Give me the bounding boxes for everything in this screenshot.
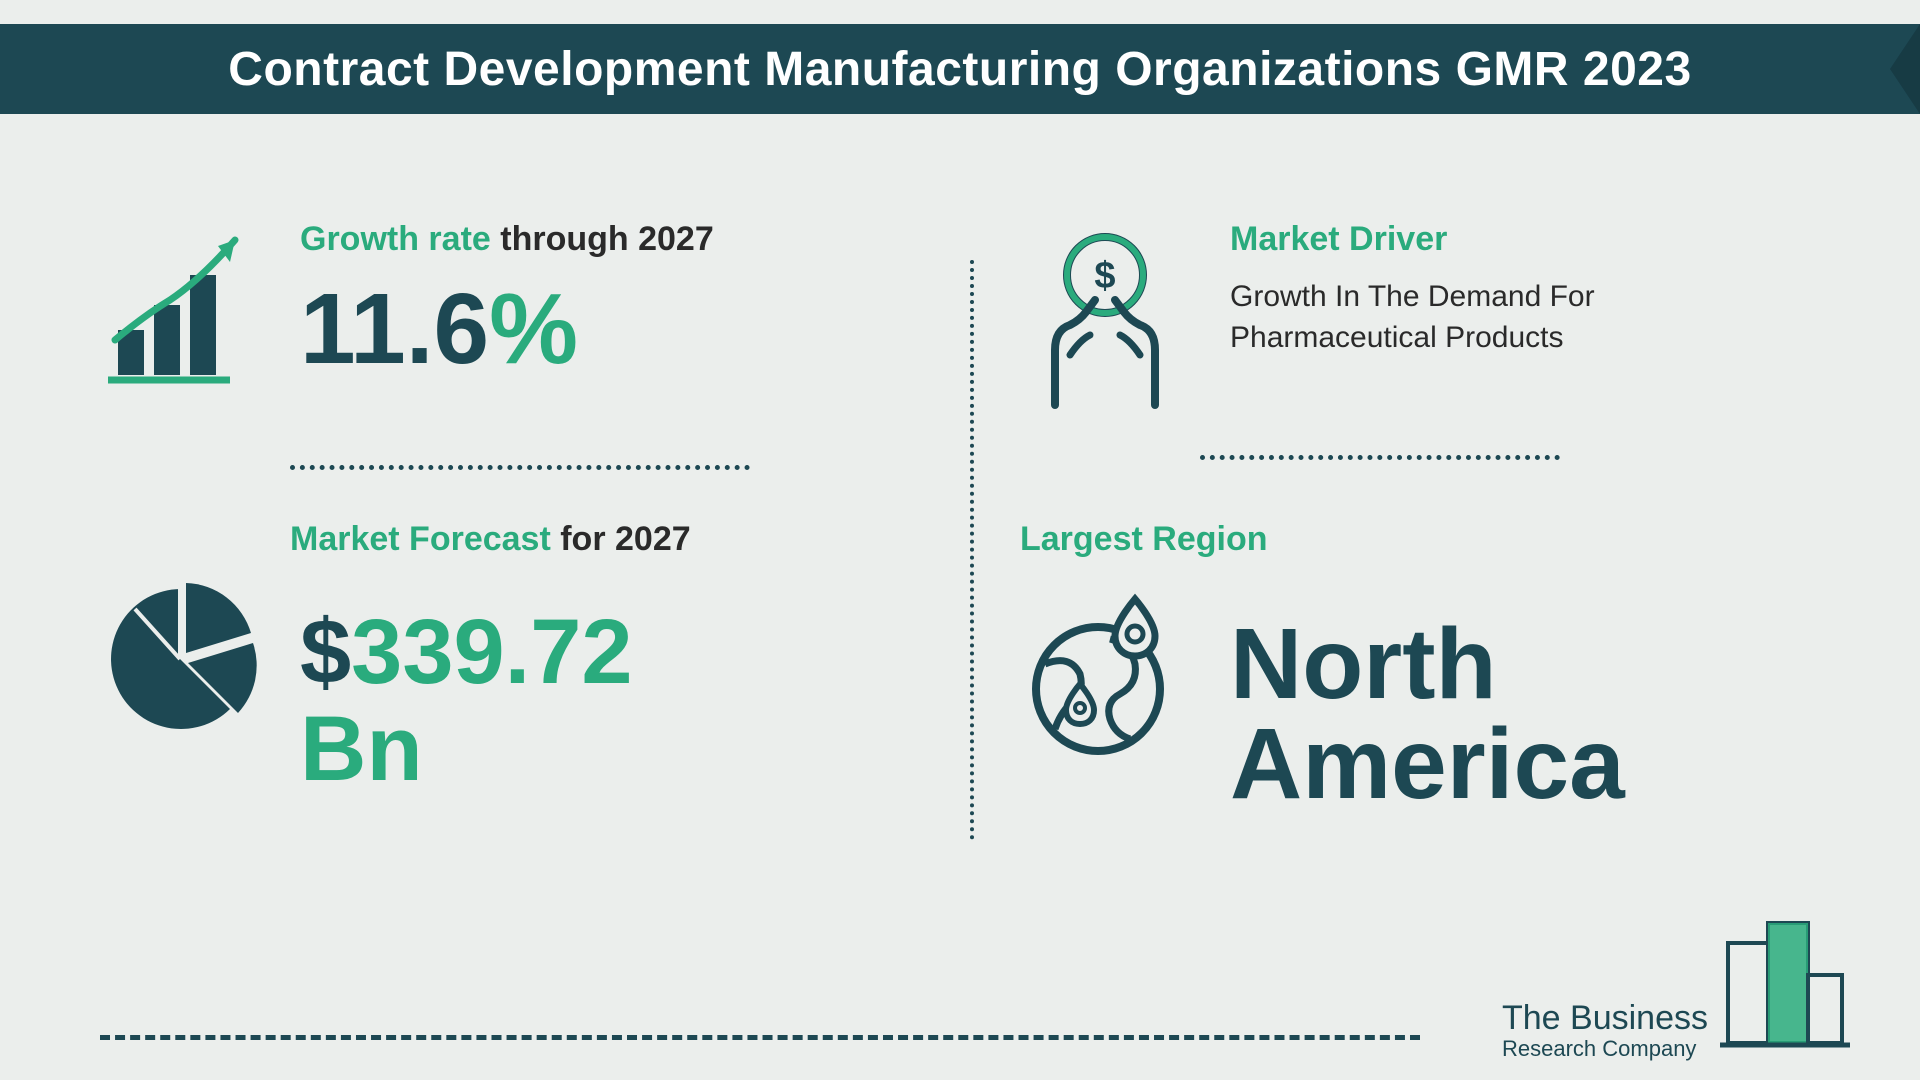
page-title: Contract Development Manufacturing Organ…	[228, 42, 1691, 97]
largest-region-section: Largest Region NorthAmerica	[1020, 520, 1800, 814]
hands-dollar-icon: $	[1020, 220, 1190, 415]
pie-chart-icon	[100, 579, 260, 744]
growth-rate-label: Growth rate through 2027	[300, 220, 880, 259]
header-bar: Contract Development Manufacturing Organ…	[0, 24, 1920, 114]
company-logo: The Business Research Company	[1502, 915, 1850, 1060]
market-driver-label: Market Driver	[1230, 220, 1800, 259]
growth-rate-unit: %	[489, 273, 578, 385]
market-forecast-label-rest: for 2027	[560, 520, 690, 558]
h-divider-tr	[1200, 455, 1560, 460]
growth-rate-number: 11.6	[300, 273, 489, 385]
logo-line2: Research Company	[1502, 1037, 1708, 1060]
market-driver-label-text: Market Driver	[1230, 220, 1447, 258]
content-area: Growth rate through 2027 11.6% $	[100, 160, 1820, 1000]
largest-region-label-text: Largest Region	[1020, 520, 1267, 558]
market-forecast-section: Market Forecast for 2027 $339.72Bn	[100, 520, 880, 797]
forecast-unit: Bn	[300, 698, 423, 800]
market-forecast-value: $339.72Bn	[300, 604, 880, 797]
building-bars-icon	[1720, 915, 1850, 1060]
forecast-number: 339.72	[351, 601, 632, 703]
largest-region-label: Largest Region	[1020, 520, 1800, 559]
largest-region-value: NorthAmerica	[1230, 614, 1800, 814]
market-forecast-label-strong: Market Forecast	[290, 520, 551, 558]
growth-rate-label-rest: through 2027	[500, 220, 713, 258]
h-divider-tl	[290, 465, 750, 470]
header-arrow-decor	[1890, 24, 1920, 114]
bottom-dash-divider	[100, 1035, 1420, 1040]
vertical-divider	[970, 260, 974, 840]
growth-rate-value: 11.6%	[300, 279, 880, 379]
growth-chart-icon	[100, 220, 260, 405]
logo-line1: The Business	[1502, 1001, 1708, 1037]
globe-pins-icon	[1020, 584, 1190, 769]
forecast-currency: $	[300, 601, 351, 703]
region-line1: North	[1230, 608, 1497, 720]
growth-rate-label-strong: Growth rate	[300, 220, 491, 258]
growth-rate-section: Growth rate through 2027 11.6%	[100, 220, 880, 470]
svg-text:$: $	[1094, 255, 1115, 297]
market-driver-text: Growth In The Demand For Pharmaceutical …	[1230, 277, 1800, 358]
logo-text: The Business Research Company	[1502, 1001, 1708, 1060]
market-forecast-label: Market Forecast for 2027	[290, 520, 880, 559]
market-driver-section: $ Market Driver Growth In The Demand For…	[1020, 220, 1800, 460]
region-line2: America	[1230, 708, 1625, 820]
